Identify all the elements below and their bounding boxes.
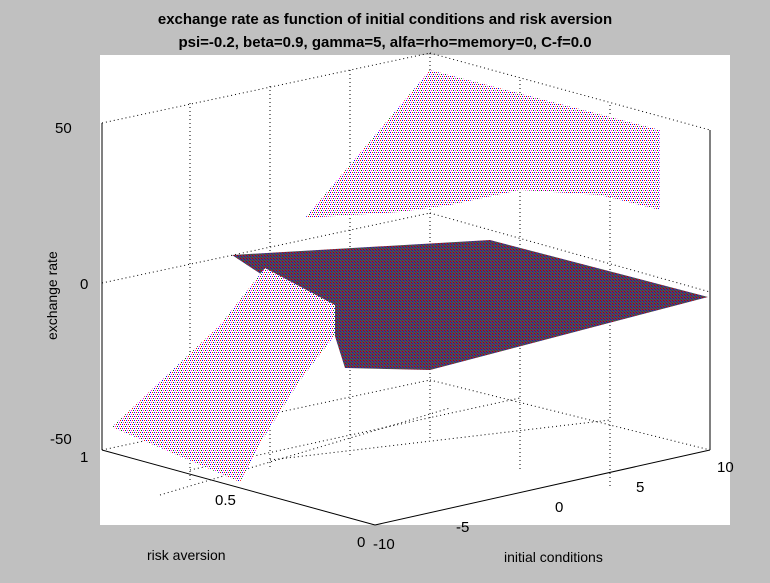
y-axis-label: risk aversion [147, 547, 226, 563]
y-tick-labels: 1 0.5 0 [80, 449, 365, 551]
chart-subtitle: psi=-0.2, beta=0.9, gamma=5, alfa=rho=me… [178, 34, 591, 51]
x-tick-label: 10 [717, 459, 734, 476]
axis-lines [101, 123, 711, 526]
chart-title: exchange rate as function of initial con… [158, 11, 612, 28]
y-tick-label: 0 [357, 534, 365, 551]
surface-sheet-middle [232, 240, 708, 370]
x-tick-label: -10 [373, 536, 395, 553]
surface-sheet-lower [112, 268, 335, 482]
z-tick-labels: 50 0 -50 [50, 120, 88, 448]
surface-sheets [112, 70, 708, 482]
x-tick-labels: -10 -5 0 5 10 [373, 459, 734, 553]
y-tick-label: 0.5 [215, 492, 236, 509]
x-axis-label: initial conditions [504, 549, 603, 565]
x-tick-label: 5 [636, 479, 644, 496]
surface-sheet-upper [305, 70, 660, 218]
z-tick-label: -50 [50, 431, 72, 448]
z-tick-label: 50 [55, 120, 72, 137]
z-tick-label: 0 [80, 276, 88, 293]
y-tick-label: 1 [80, 449, 88, 466]
x-tick-label: -5 [456, 519, 469, 536]
x-tick-label: 0 [555, 499, 563, 516]
z-axis-label: exchange rate [44, 251, 60, 340]
